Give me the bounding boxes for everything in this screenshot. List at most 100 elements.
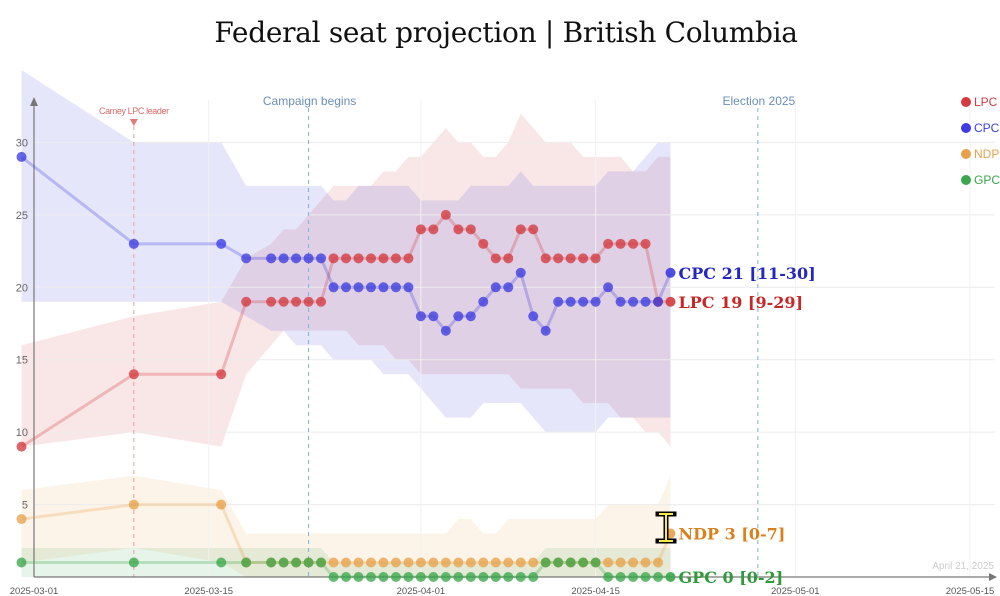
point-ndp[interactable] bbox=[640, 557, 651, 568]
point-ndp[interactable] bbox=[440, 557, 451, 568]
point-ndp[interactable] bbox=[615, 557, 626, 568]
point-cpc[interactable] bbox=[415, 311, 426, 322]
point-gpc[interactable] bbox=[653, 572, 664, 582]
point-ndp[interactable] bbox=[490, 557, 501, 568]
point-ndp[interactable] bbox=[653, 557, 664, 568]
point-gpc[interactable] bbox=[590, 557, 601, 568]
point-lpc[interactable] bbox=[241, 296, 252, 307]
point-gpc[interactable] bbox=[341, 572, 352, 582]
point-ndp[interactable] bbox=[353, 557, 364, 568]
point-lpc[interactable] bbox=[628, 238, 639, 249]
point-gpc[interactable] bbox=[303, 557, 314, 568]
point-ndp[interactable] bbox=[528, 557, 539, 568]
point-ndp[interactable] bbox=[341, 557, 352, 568]
point-ndp[interactable] bbox=[628, 557, 639, 568]
point-gpc[interactable] bbox=[390, 572, 401, 582]
point-cpc[interactable] bbox=[128, 238, 139, 249]
point-gpc[interactable] bbox=[403, 572, 414, 582]
point-gpc[interactable] bbox=[328, 572, 339, 582]
point-cpc[interactable] bbox=[303, 253, 314, 264]
point-ndp[interactable] bbox=[415, 557, 426, 568]
point-cpc[interactable] bbox=[465, 311, 476, 322]
point-lpc[interactable] bbox=[665, 296, 676, 307]
point-lpc[interactable] bbox=[303, 296, 314, 307]
point-lpc[interactable] bbox=[353, 253, 364, 264]
point-cpc[interactable] bbox=[615, 296, 626, 307]
point-gpc[interactable] bbox=[128, 557, 139, 568]
point-lpc[interactable] bbox=[565, 253, 576, 264]
point-gpc[interactable] bbox=[216, 557, 227, 568]
point-gpc[interactable] bbox=[515, 572, 526, 582]
point-gpc[interactable] bbox=[503, 572, 514, 582]
point-lpc[interactable] bbox=[415, 224, 426, 235]
point-cpc[interactable] bbox=[353, 282, 364, 293]
point-gpc[interactable] bbox=[453, 572, 464, 582]
legend[interactable]: LPC CPC NDP GPC bbox=[961, 95, 1000, 187]
point-lpc[interactable] bbox=[291, 296, 302, 307]
point-lpc[interactable] bbox=[503, 253, 514, 264]
point-lpc[interactable] bbox=[615, 238, 626, 249]
point-lpc[interactable] bbox=[528, 224, 539, 235]
point-lpc[interactable] bbox=[465, 224, 476, 235]
point-cpc[interactable] bbox=[453, 311, 464, 322]
point-cpc[interactable] bbox=[503, 282, 514, 293]
point-cpc[interactable] bbox=[440, 325, 451, 336]
point-cpc[interactable] bbox=[515, 267, 526, 278]
point-cpc[interactable] bbox=[378, 282, 389, 293]
point-lpc[interactable] bbox=[128, 369, 139, 380]
point-cpc[interactable] bbox=[565, 296, 576, 307]
point-gpc[interactable] bbox=[615, 572, 626, 582]
point-gpc[interactable] bbox=[316, 557, 327, 568]
point-cpc[interactable] bbox=[428, 311, 439, 322]
point-lpc[interactable] bbox=[16, 441, 27, 452]
point-lpc[interactable] bbox=[640, 238, 651, 249]
point-gpc[interactable] bbox=[553, 557, 564, 568]
point-gpc[interactable] bbox=[528, 572, 539, 582]
point-gpc[interactable] bbox=[353, 572, 364, 582]
point-cpc[interactable] bbox=[328, 282, 339, 293]
point-ndp[interactable] bbox=[428, 557, 439, 568]
point-gpc[interactable] bbox=[465, 572, 476, 582]
point-ndp[interactable] bbox=[403, 557, 414, 568]
point-lpc[interactable] bbox=[216, 369, 227, 380]
point-cpc[interactable] bbox=[278, 253, 289, 264]
point-lpc[interactable] bbox=[490, 253, 501, 264]
point-ndp[interactable] bbox=[378, 557, 389, 568]
point-lpc[interactable] bbox=[603, 238, 614, 249]
point-ndp[interactable] bbox=[365, 557, 376, 568]
point-cpc[interactable] bbox=[553, 296, 564, 307]
point-cpc[interactable] bbox=[653, 296, 664, 307]
point-lpc[interactable] bbox=[266, 296, 277, 307]
point-lpc[interactable] bbox=[328, 253, 339, 264]
point-ndp[interactable] bbox=[390, 557, 401, 568]
point-cpc[interactable] bbox=[528, 311, 539, 322]
point-gpc[interactable] bbox=[665, 572, 676, 582]
point-ndp[interactable] bbox=[465, 557, 476, 568]
point-gpc[interactable] bbox=[378, 572, 389, 582]
point-cpc[interactable] bbox=[490, 282, 501, 293]
point-gpc[interactable] bbox=[241, 557, 252, 568]
point-lpc[interactable] bbox=[341, 253, 352, 264]
point-ndp[interactable] bbox=[16, 514, 27, 525]
point-lpc[interactable] bbox=[453, 224, 464, 235]
point-ndp[interactable] bbox=[216, 499, 227, 510]
point-gpc[interactable] bbox=[365, 572, 376, 582]
point-lpc[interactable] bbox=[578, 253, 589, 264]
point-cpc[interactable] bbox=[665, 267, 676, 278]
point-gpc[interactable] bbox=[540, 557, 551, 568]
legend-item-ndp[interactable]: NDP bbox=[961, 147, 999, 161]
point-gpc[interactable] bbox=[291, 557, 302, 568]
point-cpc[interactable] bbox=[365, 282, 376, 293]
point-gpc[interactable] bbox=[490, 572, 501, 582]
point-gpc[interactable] bbox=[16, 557, 27, 568]
point-cpc[interactable] bbox=[640, 296, 651, 307]
point-cpc[interactable] bbox=[578, 296, 589, 307]
point-lpc[interactable] bbox=[428, 224, 439, 235]
point-cpc[interactable] bbox=[16, 151, 27, 162]
point-lpc[interactable] bbox=[553, 253, 564, 264]
point-lpc[interactable] bbox=[540, 253, 551, 264]
point-gpc[interactable] bbox=[415, 572, 426, 582]
point-ndp[interactable] bbox=[328, 557, 339, 568]
point-gpc[interactable] bbox=[603, 572, 614, 582]
point-gpc[interactable] bbox=[478, 572, 489, 582]
